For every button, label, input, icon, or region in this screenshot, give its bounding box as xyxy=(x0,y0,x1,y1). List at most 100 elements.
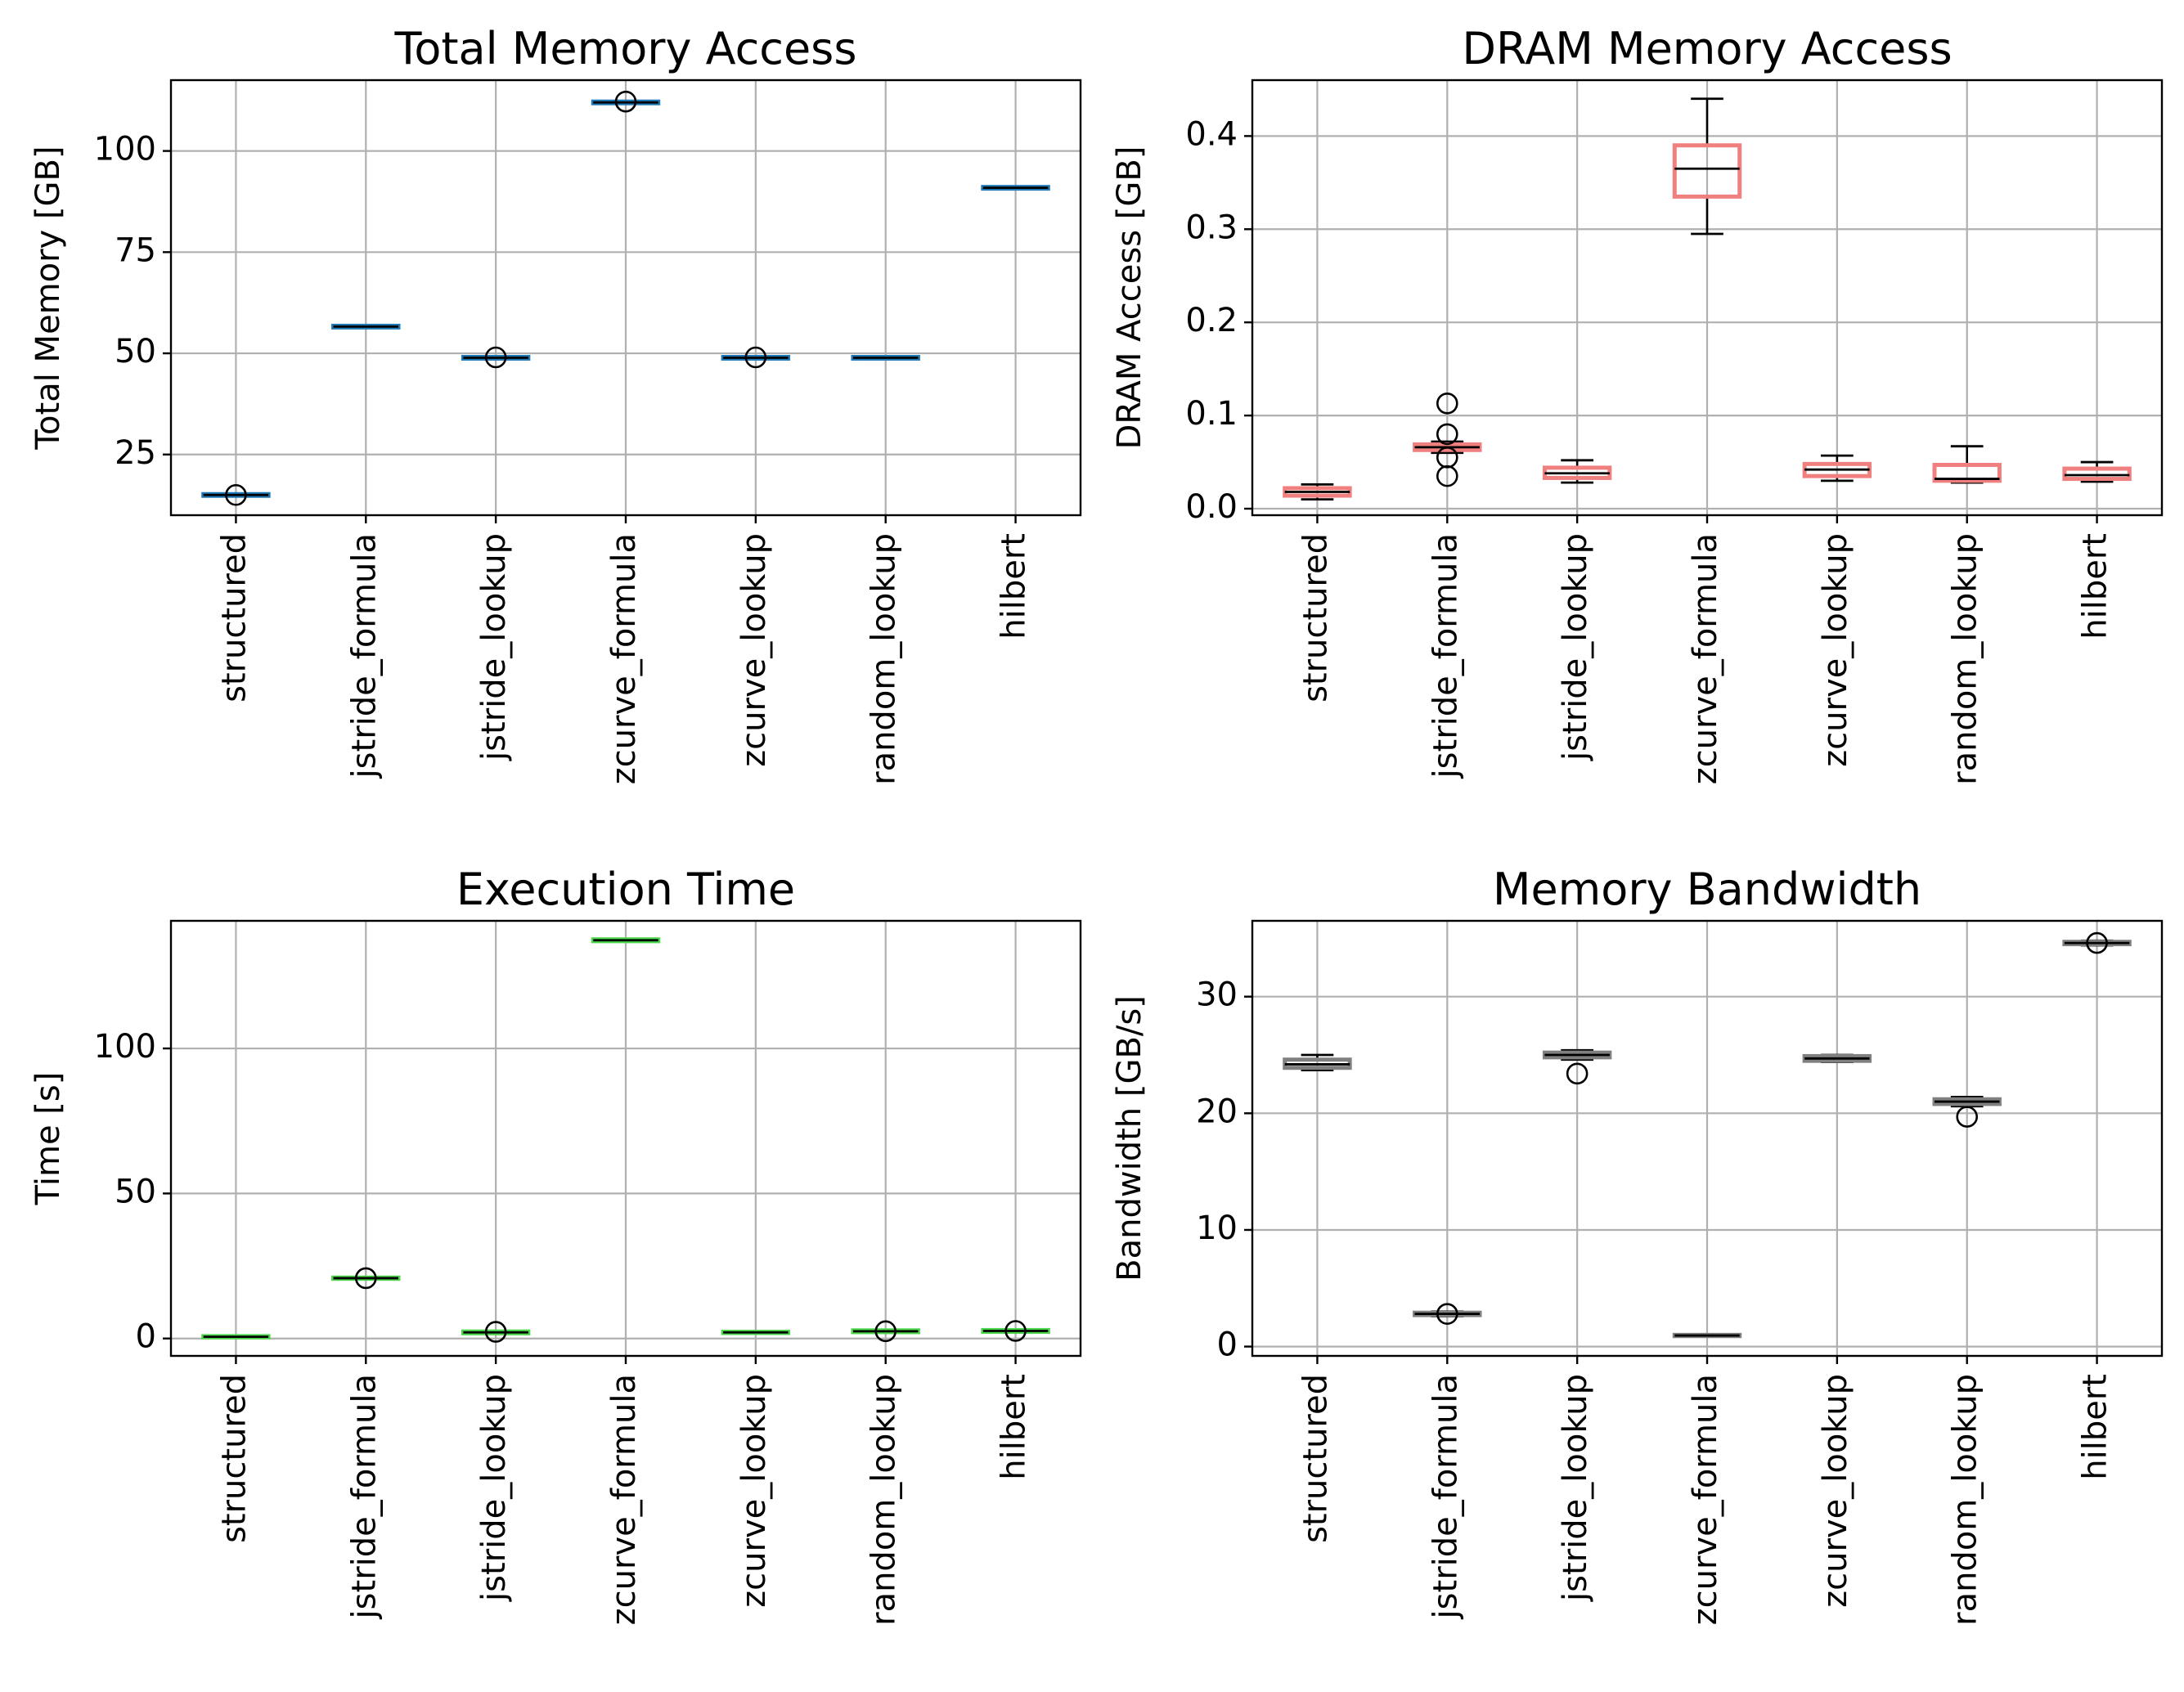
outlier-point xyxy=(1436,1303,1458,1325)
box-random_lookup xyxy=(1932,1095,2002,1128)
chart-title: Memory Bandwidth xyxy=(1493,864,1921,915)
outlier-point xyxy=(354,1267,377,1290)
x-tick-label: jstride_lookup xyxy=(1557,533,1594,761)
chart-panel-4: 0 10 20 30 structured jstride_formula jstride_… xyxy=(1111,864,2164,1626)
x-tick-label: jstride_lookup xyxy=(1557,1374,1594,1602)
chart-panel-1: 25 50 75 100 structured jstride_formula jstrid… xyxy=(29,23,1082,785)
y-tick-label: 30 xyxy=(1196,976,1238,1014)
y-tick-label: 0.3 xyxy=(1185,209,1238,246)
chart-title: Total Memory Access xyxy=(394,23,857,74)
box-hilbert xyxy=(2062,931,2132,954)
outlier-point xyxy=(1004,1320,1027,1342)
y-tick-label: 0.1 xyxy=(1185,395,1238,433)
box-random_lookup xyxy=(851,355,920,361)
outlier-point xyxy=(744,346,767,369)
box-jstride_formula xyxy=(1413,392,1482,487)
x-tick-label: hilbert xyxy=(995,1374,1033,1480)
y-tick-label: 50 xyxy=(115,1173,156,1210)
y-tick-label: 0.0 xyxy=(1185,488,1238,526)
x-tick-label: zcurve_formula xyxy=(1687,1374,1724,1625)
x-tick-label: structured xyxy=(215,533,253,702)
outlier-point xyxy=(2086,931,2108,954)
x-tick-label: jstride_lookup xyxy=(475,533,513,761)
x-tick-label: random_lookup xyxy=(1947,1374,1984,1626)
x-tick-label: zcurve_lookup xyxy=(1817,1374,1854,1608)
grid-lines xyxy=(171,921,1081,1356)
outlier-point xyxy=(1566,1062,1589,1085)
x-tick-label: random_lookup xyxy=(865,1374,903,1626)
x-tick-label: jstride_formula xyxy=(345,1374,383,1619)
outlier-point xyxy=(1956,1106,1979,1128)
x-tick-label: random_lookup xyxy=(865,533,903,785)
box-zcurve_lookup xyxy=(1802,454,1872,482)
box-structured xyxy=(1283,1053,1352,1071)
y-axis-label: Bandwidth [GB/s] xyxy=(1111,995,1148,1281)
y-axis-label: Time [s] xyxy=(29,1072,67,1206)
x-tick-label: hilbert xyxy=(995,533,1033,640)
x-tick-label: zcurve_formula xyxy=(605,533,643,784)
outlier-point xyxy=(1436,392,1458,415)
y-tick-label: 10 xyxy=(1196,1210,1238,1247)
box-jstride_lookup xyxy=(461,1321,531,1343)
y-tick-label: 0 xyxy=(1217,1326,1238,1364)
box-body xyxy=(1932,462,2002,483)
y-axis-label: Total Memory [GB] xyxy=(29,146,67,450)
y-tick-label: 25 xyxy=(115,434,156,472)
box-zcurve_formula xyxy=(1672,97,1742,236)
box-jstride_formula xyxy=(331,1267,401,1290)
y-tick-label: 100 xyxy=(94,131,156,168)
x-tick-label: jstride_lookup xyxy=(475,1374,513,1602)
x-tick-label: structured xyxy=(1296,1374,1334,1543)
x-tick-label: zcurve_lookup xyxy=(735,1374,773,1608)
box-zcurve_lookup xyxy=(721,1330,791,1335)
outlier-point xyxy=(1436,447,1458,469)
box-body xyxy=(1672,143,1742,199)
box-zcurve_formula xyxy=(591,937,661,944)
y-tick-label: 75 xyxy=(115,231,156,269)
box-zcurve_lookup xyxy=(1802,1053,1872,1063)
outlier-point xyxy=(614,90,637,113)
y-tick-label: 0.2 xyxy=(1185,302,1238,339)
y-axis-label: DRAM Access [GB] xyxy=(1111,146,1148,450)
box-jstride_formula xyxy=(1413,1303,1482,1325)
box-jstride_lookup xyxy=(1542,459,1612,484)
chart-title: DRAM Memory Access xyxy=(1462,23,1952,74)
y-tick-label: 50 xyxy=(115,333,156,370)
x-tick-label: jstride_formula xyxy=(345,533,383,779)
x-tick-label: structured xyxy=(215,1374,253,1543)
box-hilbert xyxy=(981,185,1050,191)
outlier-point xyxy=(225,483,247,506)
grid-lines xyxy=(171,80,1081,515)
x-tick-label: zcurve_formula xyxy=(1687,533,1724,784)
outlier-point xyxy=(1436,423,1458,446)
box-hilbert xyxy=(981,1320,1050,1342)
x-tick-label: jstride_formula xyxy=(1427,1374,1464,1619)
outlier-point xyxy=(874,1320,897,1343)
box-body xyxy=(2062,466,2132,482)
x-tick-label: zcurve_lookup xyxy=(735,533,773,767)
chart-title: Execution Time xyxy=(456,864,795,915)
chart-panel-2: 0.0 0.1 0.2 0.3 0.4 structured jstride_formula… xyxy=(1111,23,2164,785)
box-structured xyxy=(1283,483,1352,501)
x-tick-label: hilbert xyxy=(2077,533,2114,640)
box-jstride_lookup xyxy=(1542,1048,1612,1085)
outlier-point xyxy=(484,1321,507,1343)
grid-lines xyxy=(1252,921,2162,1356)
box-zcurve_lookup xyxy=(721,346,791,369)
box-jstride_lookup xyxy=(461,346,531,369)
x-tick-label: zcurve_formula xyxy=(605,1374,643,1625)
box-zcurve_formula xyxy=(591,90,661,113)
y-tick-label: 0.4 xyxy=(1185,115,1238,153)
box-structured xyxy=(201,483,271,506)
outlier-point xyxy=(484,346,507,369)
x-tick-label: structured xyxy=(1296,533,1334,702)
x-tick-label: zcurve_lookup xyxy=(1817,533,1854,767)
box-structured xyxy=(201,1334,271,1340)
x-tick-label: random_lookup xyxy=(1947,533,1984,785)
y-tick-label: 0 xyxy=(136,1318,156,1356)
box-random_lookup xyxy=(1932,445,2002,484)
y-tick-label: 20 xyxy=(1196,1093,1238,1130)
y-tick-label: 100 xyxy=(94,1028,156,1066)
x-tick-label: hilbert xyxy=(2077,1374,2114,1480)
